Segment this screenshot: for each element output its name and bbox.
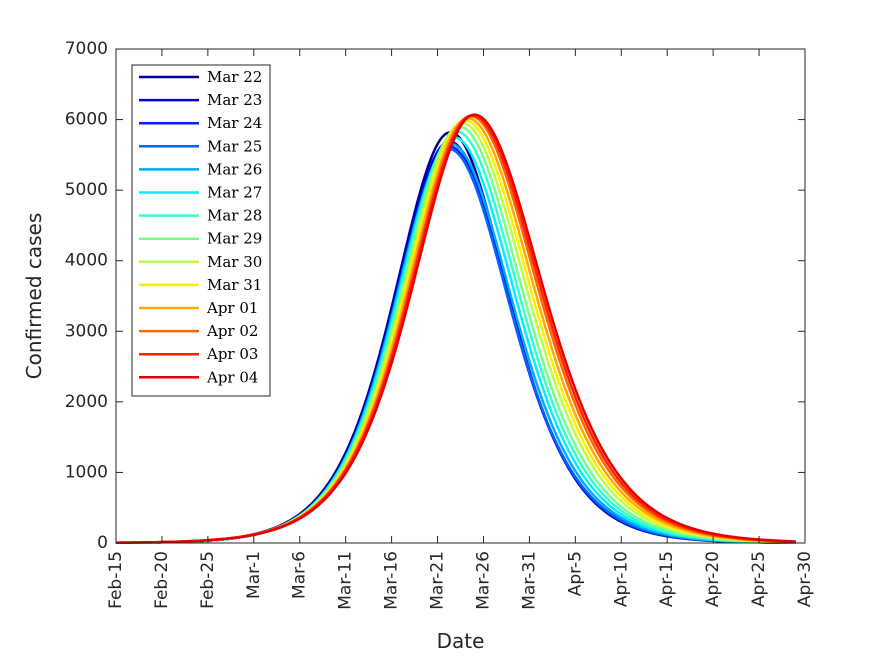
legend-label: Mar 31	[207, 276, 262, 294]
series-line-14	[115, 113, 796, 544]
x-tick-label: Apr-30	[795, 551, 815, 607]
y-tick-label: 7000	[65, 39, 108, 59]
y-tick-label: 6000	[65, 110, 108, 130]
x-tick-label: Apr-25	[749, 551, 769, 607]
x-tick-label: Mar-11	[336, 551, 356, 610]
x-tick-label: Feb-15	[106, 551, 126, 609]
axes-box	[115, 48, 806, 544]
legend-label: Mar 26	[207, 160, 262, 178]
y-tick-label: 5000	[65, 180, 108, 200]
x-axis-title: Date	[437, 629, 485, 653]
legend-label: Mar 24	[207, 114, 262, 132]
x-tick-label: Apr-15	[657, 551, 677, 607]
y-tick-label: 4000	[65, 251, 108, 271]
y-tick-label: 2000	[65, 392, 108, 412]
legend-label: Mar 30	[207, 253, 262, 271]
x-tick-label: Feb-20	[152, 551, 172, 609]
x-tick-label: Apr-10	[611, 551, 631, 607]
x-axis-ticks: Feb-15 Feb-20 Feb-25 Mar-1 Mar-6 Mar-11 Mar-16…	[106, 49, 815, 610]
legend-label: Mar 27	[207, 184, 262, 202]
legend-label: Mar 25	[207, 137, 262, 155]
x-tick-label: Apr-20	[703, 551, 723, 607]
legend-label: Apr 03	[206, 345, 258, 363]
legend-box	[131, 64, 271, 397]
y-axis-ticks: 0 1000 2000 3000 4000 5000 6000 7000	[65, 39, 805, 553]
legend-label: Apr 01	[206, 299, 258, 317]
series-group	[115, 113, 796, 545]
legend-label: Mar 28	[207, 207, 262, 225]
legend-label: Mar 22	[207, 68, 262, 86]
x-tick-label: Mar-26	[473, 551, 493, 610]
legend-label: Mar 29	[207, 230, 262, 248]
y-axis-title: Confirmed cases	[22, 213, 46, 380]
x-tick-label: Apr-5	[565, 551, 585, 596]
legend-label: Mar 23	[207, 91, 262, 109]
x-tick-label: Mar-6	[290, 551, 310, 599]
x-tick-label: Mar-1	[244, 551, 264, 599]
legend-label: Apr 02	[206, 322, 258, 340]
y-tick-label: 3000	[65, 321, 108, 341]
x-tick-label: Mar-31	[519, 551, 539, 610]
y-tick-label: 0	[97, 533, 108, 553]
x-tick-label: Mar-16	[382, 551, 402, 610]
legend: Mar 22 Mar 23 Mar 24 Mar 25 Mar 26 Mar 27 Mar …	[131, 64, 271, 397]
x-tick-label: Mar-21	[428, 551, 448, 610]
legend-label: Apr 04	[206, 368, 258, 386]
x-tick-label: Feb-25	[198, 551, 218, 609]
y-tick-label: 1000	[65, 462, 108, 482]
